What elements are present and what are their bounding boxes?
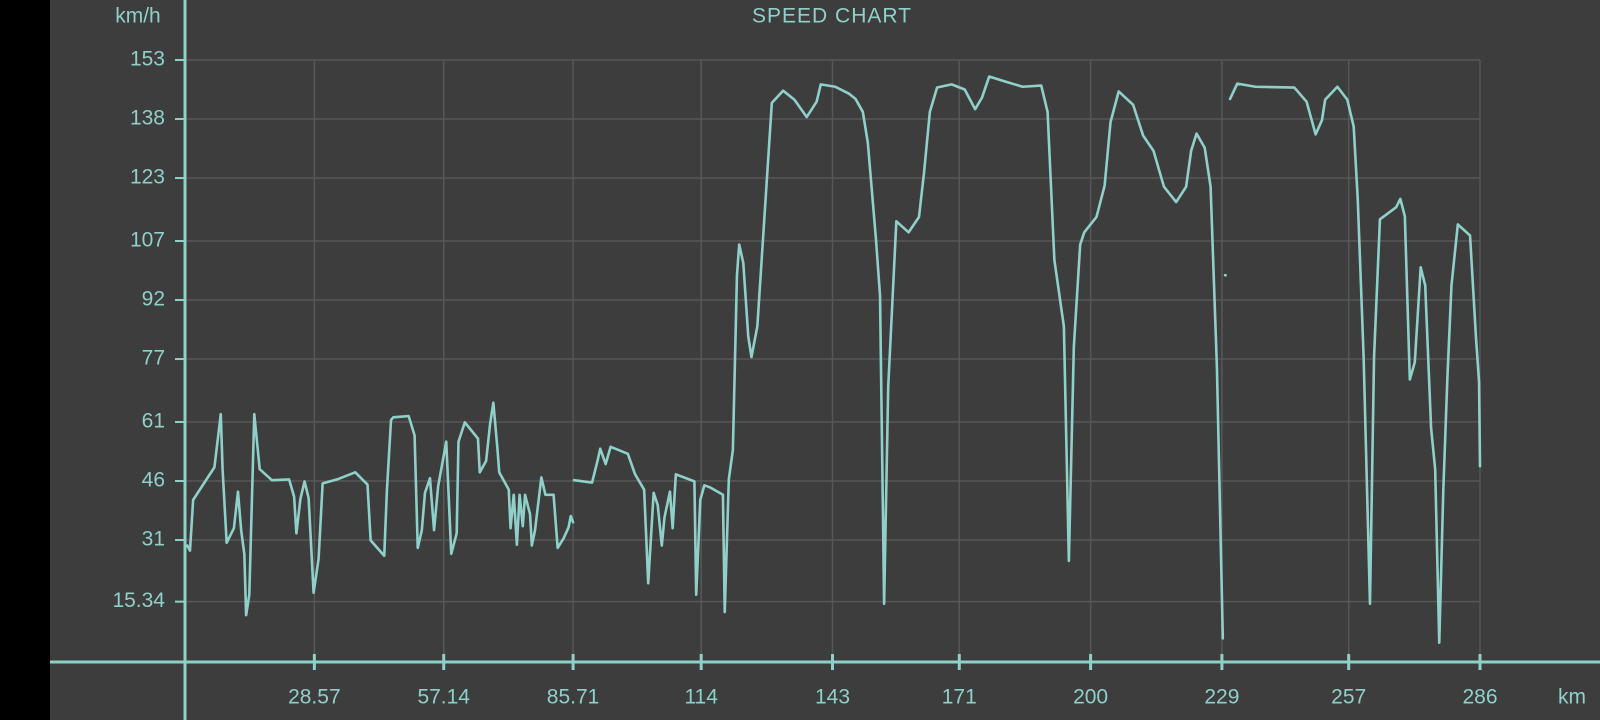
y-tick-label: 46: [142, 469, 165, 492]
y-tick-label: 123: [130, 166, 165, 189]
y-tick-label: 31: [142, 528, 165, 551]
x-tick-label: 57.14: [417, 686, 470, 709]
y-tick-label: 107: [130, 229, 165, 252]
x-tick-label: 28.57: [288, 686, 341, 709]
x-tick-label: 114: [684, 686, 718, 709]
x-tick-label: 85.71: [547, 686, 600, 709]
y-tick-label: 15.34: [112, 589, 165, 612]
x-tick-label: 200: [1073, 686, 1108, 709]
left-strip: [0, 0, 50, 720]
y-tick-label: 77: [142, 347, 165, 370]
y-tick-label: 138: [130, 107, 165, 130]
x-axis-unit: km: [1558, 686, 1586, 709]
y-tick-label: 61: [142, 410, 165, 433]
y-tick-label: 92: [142, 288, 165, 311]
chart-title: SPEED CHART: [752, 5, 912, 28]
x-tick-label: 229: [1204, 686, 1239, 709]
speed-line: [185, 75, 1482, 645]
x-tick-label: 143: [815, 686, 850, 709]
x-tick-label: 286: [1462, 686, 1497, 709]
y-axis-unit: km/h: [115, 5, 161, 28]
x-tick-label: 257: [1331, 686, 1366, 709]
y-tick-label: 153: [130, 48, 165, 71]
x-tick-label: 171: [942, 686, 977, 709]
plot: [185, 75, 1482, 645]
